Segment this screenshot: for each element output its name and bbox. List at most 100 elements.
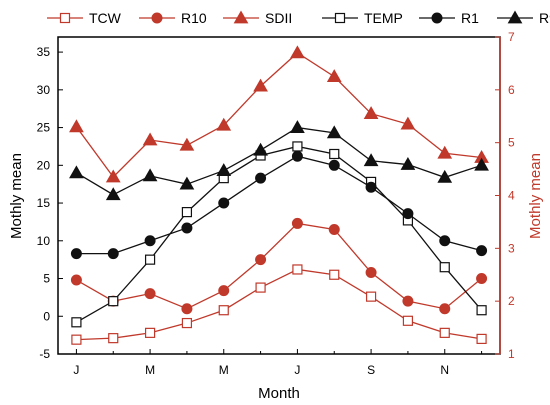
data-point: [218, 197, 230, 209]
data-point: [326, 69, 342, 82]
x-axis-label: Month: [258, 385, 300, 402]
data-point: [144, 327, 156, 338]
series-line-tcw: [76, 268, 482, 341]
data-point: [476, 333, 487, 345]
series-line-r95: [76, 126, 482, 196]
data-point: [400, 116, 416, 130]
data-point: [181, 303, 193, 315]
y-left-tick-label: -5: [39, 347, 50, 361]
y-right-tick-label: 7: [508, 30, 515, 44]
data-point: [400, 157, 416, 170]
data-point: [253, 78, 268, 92]
data-point: [363, 106, 379, 119]
legend-label: R1: [461, 10, 479, 26]
y-left-tick-label: 25: [37, 121, 51, 135]
data-point: [329, 269, 340, 280]
data-point: [292, 141, 303, 152]
data-point: [437, 145, 453, 159]
y-right-tick-label: 1: [508, 347, 515, 361]
legend-marker: [431, 12, 443, 24]
data-point: [290, 45, 305, 59]
legend-item-r95: R95: [497, 10, 550, 26]
data-point: [107, 248, 119, 260]
data-point: [142, 132, 158, 146]
data-point: [474, 157, 489, 171]
data-point: [108, 333, 119, 344]
data-point: [439, 235, 451, 247]
data-point: [476, 273, 488, 285]
y-left-tick-label: 15: [37, 196, 51, 210]
y-left-tick-label: 5: [43, 272, 50, 286]
y-right-tick-label: 4: [508, 189, 515, 203]
data-point: [70, 248, 82, 260]
data-point: [439, 327, 450, 338]
legend-label: TEMP: [364, 10, 403, 26]
data-point: [291, 150, 303, 162]
data-point: [181, 222, 193, 234]
data-point: [255, 254, 267, 266]
data-point: [71, 334, 82, 345]
data-point: [291, 217, 303, 229]
data-point: [326, 125, 342, 139]
legend-marker: [151, 12, 163, 24]
y-left-tick-label: 30: [37, 83, 51, 97]
data-point: [144, 254, 156, 265]
series-layer: [69, 45, 489, 345]
data-point: [365, 266, 377, 278]
data-point: [365, 291, 377, 302]
data-point: [142, 168, 158, 182]
y-right-tick-label: 2: [508, 294, 515, 308]
data-point: [439, 262, 450, 273]
x-tick-label: J: [294, 363, 300, 377]
legend-label: SDII: [265, 10, 292, 26]
legend-marker: [59, 12, 71, 24]
data-point: [105, 187, 121, 201]
data-point: [437, 169, 453, 183]
x-tick-label: S: [367, 363, 375, 377]
data-point: [216, 163, 232, 176]
y-axis-right-label: Mothly mean: [527, 153, 544, 239]
y-left-tick-label: 35: [37, 45, 51, 59]
y-right-tick-label: 6: [508, 83, 515, 97]
legend-item-r1: R1: [419, 10, 479, 26]
series-line-sdii: [75, 52, 482, 179]
legend-marker: [334, 12, 346, 24]
series-tcw: [71, 264, 487, 345]
legend-marker: [233, 10, 249, 24]
data-point: [144, 288, 156, 300]
data-point: [402, 208, 414, 220]
data-point: [363, 153, 379, 167]
legend-item-temp: TEMP: [322, 10, 403, 26]
series-sdii: [69, 45, 489, 183]
data-point: [328, 223, 340, 235]
data-point: [105, 169, 121, 183]
data-point: [218, 285, 230, 297]
data-point: [218, 305, 229, 316]
series-r1: [70, 150, 488, 260]
legend-label: R10: [181, 10, 207, 26]
data-point: [70, 274, 82, 286]
y-axis-left-label: Mothly mean: [8, 153, 25, 239]
left-axis: -5 0 5 10 15 20 25 30 35: [37, 45, 63, 361]
data-point: [439, 303, 451, 315]
legend-item-sdii: SDII: [223, 10, 292, 26]
data-point: [181, 317, 193, 329]
data-point: [69, 165, 84, 179]
series-r10: [70, 217, 488, 315]
data-point: [144, 235, 156, 247]
series-line-r1: [76, 155, 482, 255]
y-right-tick-label: 3: [508, 241, 515, 255]
data-point: [402, 315, 414, 326]
data-point: [253, 142, 268, 156]
data-point: [216, 117, 232, 131]
x-tick-label: N: [440, 363, 449, 377]
data-point: [328, 159, 340, 171]
data-point: [476, 305, 487, 316]
data-point: [255, 282, 266, 293]
y-right-tick-label: 5: [508, 136, 515, 150]
x-tick-label: J: [73, 363, 79, 377]
series-line-r10: [76, 222, 482, 310]
series-line-temp: [76, 145, 483, 323]
